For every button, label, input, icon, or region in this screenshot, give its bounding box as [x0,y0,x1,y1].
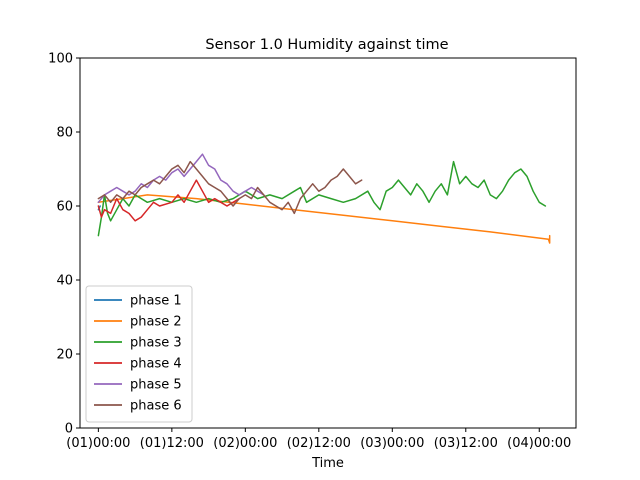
series-line-phase-3 [97,160,547,237]
legend-label-phase-5: phase 5 [130,378,182,393]
legend-label-phase-2: phase 2 [130,315,182,330]
series-line-phase-5 [97,153,265,204]
series-layer [97,153,551,244]
x-tick-label: (02)12:00 [287,436,351,451]
chart-title: Sensor 1.0 Humidity against time [205,37,448,53]
x-tick-label: (01)12:00 [140,436,204,451]
y-tick-label: 0 [65,422,73,437]
legend: phase 1 phase 2 phase 3 phase 4 phase 5 phase… [85,285,193,423]
y-tick-label: 40 [56,274,73,289]
y-tick-label: 60 [56,200,73,215]
x-tick-label: (03)00:00 [360,436,424,451]
x-tick-label: (01)00:00 [66,436,130,451]
x-tick-label: (04)00:00 [507,436,571,451]
y-tick-label: 20 [56,348,73,363]
legend-label-phase-6: phase 6 [130,399,182,414]
y-tick-label: 80 [56,126,73,141]
legend-label-phase-4: phase 4 [130,357,182,372]
x-tick-label: (02)00:00 [213,436,277,451]
legend-label-phase-1: phase 1 [130,294,182,309]
plot-frame [79,57,577,429]
series-line-phase-6 [97,160,363,215]
x-axis: (01)00:00 (01)12:00 (02)00:00 (02)12:00 (03)… [66,428,571,451]
y-tick-label: 100 [48,52,73,67]
legend-box [85,285,193,423]
series-line-phase-2 [97,194,551,244]
x-tick-label: (03)12:00 [434,436,498,451]
x-axis-label: Time [311,456,344,471]
legend-label-phase-3: phase 3 [130,336,182,351]
y-axis: 0 20 40 60 80 100 [48,52,80,437]
series-line-phase-4 [97,179,240,222]
